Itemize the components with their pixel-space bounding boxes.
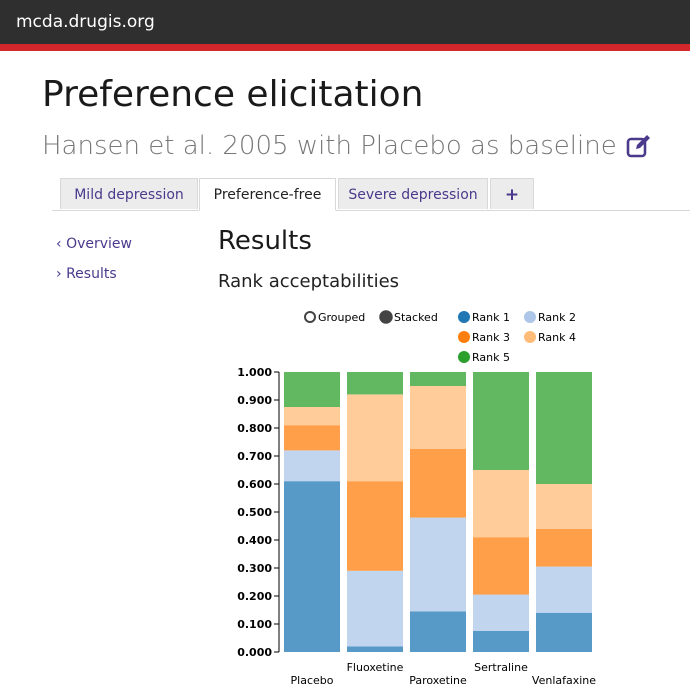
bar-paroxetine-rank-4[interactable] xyxy=(410,386,466,449)
stacked-radio-label: Stacked xyxy=(394,311,438,324)
chevron-left-icon: ‹ xyxy=(56,236,62,252)
top-navbar: mcda.drugis.org xyxy=(0,0,690,51)
grouped-radio[interactable] xyxy=(304,311,316,323)
x-tick-label-placebo: Placebo xyxy=(291,674,334,687)
legend-label-rank-1: Rank 1 xyxy=(472,311,510,324)
bar-placebo-rank-3[interactable] xyxy=(284,425,340,451)
legend-label-rank-5: Rank 5 xyxy=(472,351,510,364)
chevron-right-icon: › xyxy=(56,266,62,282)
y-tick-label: 0.100 xyxy=(237,618,272,631)
y-tick-label: 0.600 xyxy=(237,478,272,491)
subtitle-text: Hansen et al. 2005 with Placebo as basel… xyxy=(42,131,617,161)
legend-label-rank-2: Rank 2 xyxy=(538,311,576,324)
bar-sertraline-rank-1[interactable] xyxy=(473,631,529,652)
chart-title: Rank acceptabilities xyxy=(218,271,400,292)
legend-label-rank-3: Rank 3 xyxy=(472,331,510,344)
bar-paroxetine-rank-2[interactable] xyxy=(410,517,466,612)
y-tick-label: 0.500 xyxy=(237,506,272,519)
bar-sertraline-rank-4[interactable] xyxy=(473,470,529,538)
bar-fluoxetine-rank-1[interactable] xyxy=(347,646,403,652)
bar-paroxetine-rank-5[interactable] xyxy=(410,372,466,386)
x-tick-label-sertraline: Sertraline xyxy=(474,661,528,674)
bar-fluoxetine-rank-2[interactable] xyxy=(347,570,403,647)
bar-paroxetine-rank-1[interactable] xyxy=(410,611,466,652)
bar-paroxetine-rank-3[interactable] xyxy=(410,449,466,518)
page-title: Preference elicitation xyxy=(42,74,424,115)
bar-sertraline-rank-5[interactable] xyxy=(473,372,529,470)
page-subtitle: Hansen et al. 2005 with Placebo as basel… xyxy=(42,131,653,161)
y-tick-label: 0.700 xyxy=(237,450,272,463)
sidebar-nav: ‹ Overview › Results xyxy=(56,236,132,296)
x-tick-label-venlafaxine: Venlafaxine xyxy=(532,674,596,687)
tab-mild-depression[interactable]: Mild depression xyxy=(60,178,198,209)
legend-swatch-rank-4[interactable] xyxy=(524,331,536,343)
bar-sertraline-rank-3[interactable] xyxy=(473,537,529,595)
bar-fluoxetine-rank-3[interactable] xyxy=(347,481,403,571)
sidebar-item-label: Results xyxy=(66,266,117,282)
bar-placebo-rank-1[interactable] xyxy=(284,481,340,652)
brand-link[interactable]: mcda.drugis.org xyxy=(16,12,155,32)
legend-swatch-rank-5[interactable] xyxy=(458,351,470,363)
bar-sertraline-rank-2[interactable] xyxy=(473,594,529,631)
bar-venlafaxine-rank-2[interactable] xyxy=(536,566,592,613)
y-tick-label: 0.300 xyxy=(237,562,272,575)
y-tick-label: 0.400 xyxy=(237,534,272,547)
y-tick-label: 0.900 xyxy=(237,394,272,407)
sidebar-item-label: Overview xyxy=(66,236,132,252)
y-tick-label: 0.000 xyxy=(237,646,272,659)
scenario-tabs: Mild depression Preference-free Severe d… xyxy=(52,178,690,211)
bar-placebo-rank-4[interactable] xyxy=(284,407,340,426)
tab-preference-free[interactable]: Preference-free xyxy=(199,178,336,211)
bar-placebo-rank-2[interactable] xyxy=(284,450,340,482)
x-tick-label-fluoxetine: Fluoxetine xyxy=(347,661,404,674)
bar-venlafaxine-rank-3[interactable] xyxy=(536,528,592,567)
sidebar-item-overview[interactable]: ‹ Overview xyxy=(56,236,132,252)
x-tick-label-paroxetine: Paroxetine xyxy=(409,674,467,687)
bar-fluoxetine-rank-5[interactable] xyxy=(347,372,403,395)
bar-venlafaxine-rank-4[interactable] xyxy=(536,484,592,529)
tab-severe-depression[interactable]: Severe depression xyxy=(338,178,488,209)
section-title: Results xyxy=(218,226,312,256)
y-tick-label: 1.000 xyxy=(237,366,272,379)
y-tick-label: 0.800 xyxy=(237,422,272,435)
grouped-radio-label: Grouped xyxy=(318,311,365,324)
y-tick-label: 0.200 xyxy=(237,590,272,603)
bar-fluoxetine-rank-4[interactable] xyxy=(347,394,403,482)
sidebar-item-results[interactable]: › Results xyxy=(56,266,132,282)
legend-swatch-rank-2[interactable] xyxy=(524,311,536,323)
stacked-radio[interactable] xyxy=(379,310,393,324)
legend-swatch-rank-3[interactable] xyxy=(458,331,470,343)
bar-venlafaxine-rank-5[interactable] xyxy=(536,372,592,484)
legend-swatch-rank-1[interactable] xyxy=(458,311,470,323)
bar-venlafaxine-rank-1[interactable] xyxy=(536,612,592,652)
add-scenario-tab[interactable]: + xyxy=(490,178,534,209)
legend-label-rank-4: Rank 4 xyxy=(538,331,576,344)
edit-icon[interactable] xyxy=(625,132,653,160)
bar-placebo-rank-5[interactable] xyxy=(284,372,340,407)
